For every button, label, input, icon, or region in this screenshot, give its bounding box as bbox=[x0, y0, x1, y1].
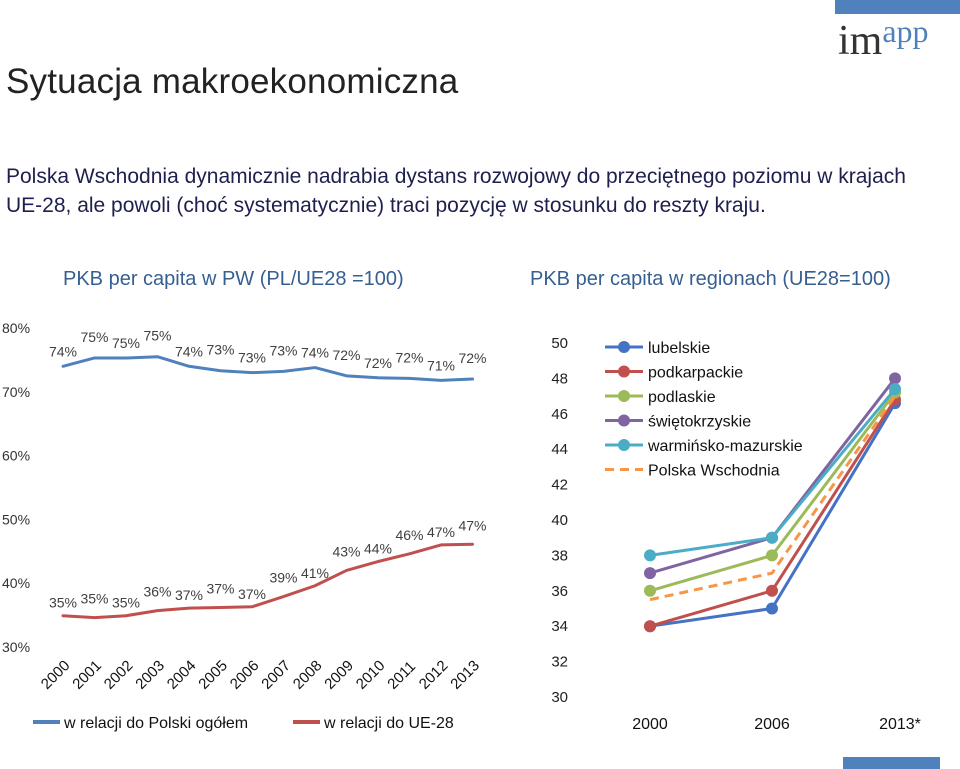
legend-label-swietokrzyskie: świętokrzyskie bbox=[648, 414, 751, 431]
data-label: 72% bbox=[395, 349, 423, 365]
data-label: 37% bbox=[175, 587, 203, 603]
legend-label-warminsko-mazurskie: warmińsko-mazurskie bbox=[647, 438, 803, 455]
y-tick-label: 70% bbox=[2, 384, 30, 400]
legend-marker-swietokrzyskie bbox=[618, 414, 630, 427]
x-tick-label: 2009 bbox=[321, 657, 357, 693]
data-label: 75% bbox=[143, 328, 171, 344]
x-tick-label: 2006 bbox=[227, 657, 263, 693]
data-point-warminsko-mazurskie bbox=[766, 531, 778, 544]
y-tick-label: 30% bbox=[2, 639, 30, 655]
data-label: 39% bbox=[269, 570, 297, 586]
data-point-podlaskie bbox=[644, 584, 656, 597]
imapp-logo: imapp bbox=[838, 15, 929, 64]
y-tick-label: 40 bbox=[551, 512, 568, 529]
x-tick-label: 2000 bbox=[38, 657, 74, 693]
data-label: 44% bbox=[364, 541, 392, 557]
data-label: 71% bbox=[427, 357, 455, 373]
legend-marker-lubelskie bbox=[618, 341, 630, 353]
data-label: 47% bbox=[427, 524, 455, 540]
data-label: 35% bbox=[112, 595, 140, 611]
top-accent-bar bbox=[835, 0, 960, 14]
y-tick-label: 36 bbox=[551, 583, 568, 600]
x-tick-label: 2007 bbox=[258, 657, 294, 693]
data-label: 47% bbox=[458, 517, 486, 533]
data-label: 74% bbox=[301, 345, 329, 361]
y-tick-label: 44 bbox=[551, 441, 568, 458]
y-tick-label: 32 bbox=[551, 654, 568, 671]
data-point-swietokrzyskie bbox=[644, 567, 656, 580]
x-tick-label: 2004 bbox=[164, 657, 200, 693]
y-tick-label: 48 bbox=[551, 370, 568, 387]
y-tick-label: 30 bbox=[551, 689, 568, 706]
data-label: 43% bbox=[332, 543, 360, 559]
legend-label-podlaskie: podlaskie bbox=[648, 389, 716, 406]
legend-label-lubelskie: lubelskie bbox=[648, 340, 710, 357]
data-point-lubelskie bbox=[766, 602, 778, 615]
x-tick-label: 2001 bbox=[69, 657, 105, 693]
series-line-w-relacji-do-polski-ogolem bbox=[61, 355, 474, 382]
legend-label-polska-wschodnia: Polska Wschodnia bbox=[648, 463, 780, 480]
y-tick-label: 46 bbox=[551, 406, 568, 423]
data-label: 36% bbox=[143, 584, 171, 600]
x-tick-label: 2003 bbox=[132, 657, 168, 693]
x-tick-label: 2012 bbox=[416, 657, 452, 693]
x-tick-label: 2013 bbox=[447, 657, 483, 693]
data-label: 72% bbox=[332, 347, 360, 363]
x-tick-label: 2005 bbox=[195, 657, 231, 693]
y-tick-label: 60% bbox=[2, 448, 30, 464]
x-tick-label: 2011 bbox=[384, 658, 419, 693]
legend-marker-podkarpackie bbox=[618, 365, 630, 378]
data-label: 75% bbox=[80, 329, 108, 345]
page-subtitle: Polska Wschodnia dynamicznie nadrabia dy… bbox=[6, 165, 906, 217]
chart-left-title: PKB per capita w PW (PL/UE28 =100) bbox=[63, 268, 404, 290]
data-label: 73% bbox=[238, 350, 266, 366]
x-tick-label: 2010 bbox=[353, 657, 389, 693]
x-tick-label: 2006 bbox=[754, 716, 790, 733]
legend-marker-podlaskie bbox=[618, 390, 630, 402]
y-tick-label: 38 bbox=[551, 547, 568, 564]
chart-right: 30 32 34 36 38 40 42 44 46 48 50 2000 2006 2013* lubel… bbox=[551, 335, 921, 733]
data-label: 74% bbox=[175, 343, 203, 359]
legend-label-w-relacji-do-polski-ogolem: w relacji do Polski ogółem bbox=[63, 715, 248, 732]
data-label: 37% bbox=[206, 580, 234, 596]
legend-label-podkarpackie: podkarpackie bbox=[648, 365, 743, 382]
data-label: 72% bbox=[364, 355, 392, 371]
chart-right-title: PKB per capita w regionach (UE28=100) bbox=[530, 268, 891, 290]
data-label: 72% bbox=[458, 350, 486, 366]
y-tick-label: 80% bbox=[2, 320, 30, 336]
data-label: 73% bbox=[269, 342, 297, 358]
series-line-w-relacji-do-ue-28 bbox=[61, 542, 474, 620]
logo-part-im: im bbox=[838, 18, 883, 64]
x-tick-label: 2013* bbox=[879, 716, 921, 733]
data-label: 73% bbox=[206, 342, 234, 358]
data-label: 35% bbox=[49, 595, 77, 611]
y-tick-label: 42 bbox=[551, 477, 568, 494]
series-line-polska-wschodnia bbox=[649, 395, 897, 602]
data-point-warminsko-mazurskie bbox=[889, 383, 901, 396]
page-title: Sytuacja makroekonomiczna bbox=[6, 62, 459, 101]
y-tick-label: 40% bbox=[2, 575, 30, 591]
data-label: 41% bbox=[301, 565, 329, 581]
bottom-accent-bar bbox=[843, 757, 940, 769]
data-point-podkarpackie bbox=[766, 584, 778, 597]
data-point-podlaskie bbox=[766, 549, 778, 562]
data-label: 75% bbox=[112, 335, 140, 351]
x-tick-label: 2008 bbox=[290, 657, 326, 693]
data-point-podkarpackie bbox=[644, 620, 656, 633]
data-label: 46% bbox=[395, 527, 423, 543]
y-tick-label: 34 bbox=[551, 618, 568, 635]
y-tick-label: 50% bbox=[2, 511, 30, 527]
logo-part-app: app bbox=[882, 13, 929, 49]
data-label: 74% bbox=[49, 343, 77, 359]
chart-left: 30%40%50%60%70%80%74%75% 75% 75%74% 73% 73% 7… bbox=[2, 320, 487, 732]
data-label: 37% bbox=[238, 586, 266, 602]
legend-label-w-relacji-do-ue-28: w relacji do UE-28 bbox=[323, 715, 454, 732]
data-label: 35% bbox=[80, 591, 108, 607]
data-point-swietokrzyskie bbox=[889, 372, 901, 385]
x-tick-label: 2002 bbox=[101, 657, 137, 693]
data-point-warminsko-mazurskie bbox=[644, 549, 656, 562]
y-tick-label: 50 bbox=[551, 335, 568, 352]
x-tick-label: 2000 bbox=[632, 716, 668, 733]
legend-marker-warminsko-mazurskie bbox=[618, 439, 630, 451]
